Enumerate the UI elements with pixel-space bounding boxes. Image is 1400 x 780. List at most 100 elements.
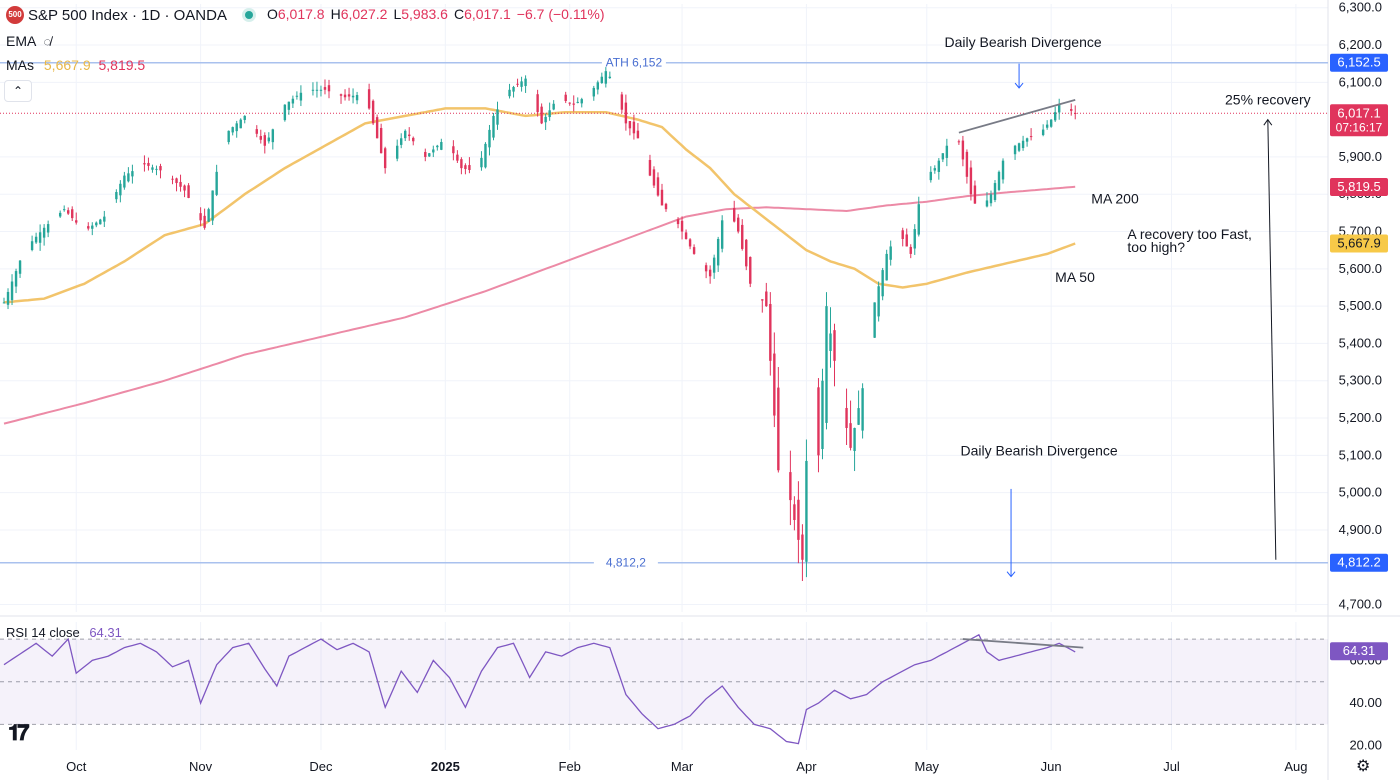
- candle-body: [1013, 145, 1017, 155]
- ma50-line: [3, 107, 1076, 304]
- ohlc-value: 5,983.6: [401, 6, 448, 22]
- price-badges: 6,152.5 6,017.107:16:17 5,819.5 5,667.9 4,81…: [1330, 53, 1388, 661]
- price-badge: [1330, 53, 1388, 72]
- candle-body: [720, 220, 724, 249]
- eye-hidden-icon[interactable]: ◌̸: [43, 34, 52, 49]
- rsi-badge-value: 64.31: [1343, 643, 1376, 658]
- ohlc-value: 6,017.8: [277, 6, 325, 22]
- candle-body: [965, 151, 969, 177]
- candle-body: [255, 129, 258, 134]
- candle-body: [548, 110, 551, 118]
- candle-body: [592, 87, 595, 97]
- time-tick-label: Jun: [1041, 759, 1062, 774]
- candle-body: [576, 101, 579, 103]
- candle-body: [544, 116, 547, 123]
- price-badge: [1330, 553, 1388, 572]
- candle-body: [159, 166, 162, 171]
- ma200-label: MA 200: [1091, 191, 1139, 207]
- candle-body: [929, 171, 933, 181]
- candle-body: [75, 220, 78, 223]
- candle-body: [520, 81, 523, 87]
- ma200-path: [3, 185, 1076, 425]
- candle-body: [203, 215, 206, 228]
- candle-body: [1045, 124, 1049, 128]
- candle-body: [395, 145, 399, 159]
- candle-body: [608, 76, 612, 79]
- level-label-bg: [593, 554, 658, 571]
- price-badge-value: 5,667.9: [1337, 236, 1380, 251]
- ohlc-value: 6,017.1: [464, 6, 511, 22]
- gear-icon[interactable]: ⚙: [1356, 758, 1371, 775]
- price-badge-value: 6,017.1: [1337, 105, 1380, 120]
- ohlc-label: H: [330, 6, 341, 22]
- time-tick-label: Mar: [671, 759, 694, 774]
- candle-body: [319, 89, 323, 91]
- candle-body: [516, 83, 519, 85]
- candle-body: [524, 78, 527, 87]
- candle-body: [676, 219, 680, 225]
- ma200-value: 5,819.5: [98, 57, 146, 73]
- candle-body: [183, 185, 186, 191]
- candle-body: [67, 210, 70, 214]
- candle-body: [408, 134, 411, 137]
- ma50-value: 5,667.9: [43, 57, 91, 73]
- candle-body: [580, 99, 583, 104]
- price-tick-label: 6,100.0: [1339, 74, 1382, 89]
- symbol-badge[interactable]: 500: [6, 6, 24, 25]
- candle-body: [460, 159, 463, 169]
- candle-body: [10, 281, 14, 301]
- candle-body: [652, 169, 656, 186]
- candle-body: [271, 129, 275, 143]
- candle-body: [604, 71, 608, 84]
- candle-body: [87, 226, 90, 229]
- candle-body: [412, 137, 415, 142]
- candle-body: [456, 154, 459, 161]
- candle-body: [989, 194, 993, 204]
- candle-body: [648, 159, 652, 176]
- candle-body: [404, 130, 407, 139]
- candle-body: [295, 95, 299, 97]
- level-label: 4,812,2: [606, 556, 646, 570]
- time-tick-label: 2025: [431, 759, 460, 774]
- candle-body: [692, 247, 696, 254]
- rsi-line: [3, 633, 1076, 745]
- candle-body: [933, 168, 937, 171]
- candle-body: [351, 95, 355, 98]
- candle-body: [6, 291, 10, 305]
- mas-label: MAs: [6, 57, 34, 73]
- rsi-value: 64.31: [89, 625, 122, 640]
- price-tick-label: 6,200.0: [1339, 37, 1382, 52]
- mas-legend[interactable]: MAs 5,667.9 5,819.5: [6, 57, 145, 73]
- candle-body: [1074, 112, 1077, 114]
- candle-body: [564, 94, 567, 101]
- ohlc-label: L: [393, 6, 402, 22]
- candle-body: [496, 109, 499, 125]
- candle-body: [1057, 104, 1061, 113]
- candle-body: [1070, 109, 1073, 111]
- candle-body: [227, 130, 230, 143]
- candle-body: [147, 162, 150, 166]
- candle-body: [1041, 129, 1045, 136]
- candle-body: [941, 153, 945, 160]
- candle-body: [624, 102, 628, 124]
- ohlc-values: O6,017.8 H6,027.2 L5,983.6 C6,017.1 −6.7 (−0…: [267, 6, 605, 22]
- ema-label: EMA: [6, 33, 36, 49]
- candle-body: [239, 119, 242, 129]
- candle-body: [424, 151, 427, 157]
- tradingview-logo-icon[interactable]: 𝟏𝟕: [8, 720, 30, 745]
- candle-body: [737, 217, 740, 232]
- candle-body: [985, 200, 989, 207]
- candle-body: [620, 94, 624, 110]
- rsi-legend[interactable]: RSI 14 close 64.31: [6, 625, 122, 640]
- symbol-title[interactable]: S&P 500 Index · 1D · OANDA: [28, 6, 227, 24]
- price-change: −6.7 (−0.11%): [516, 6, 605, 22]
- candle-body: [436, 145, 439, 148]
- time-tick-label: Oct: [66, 759, 87, 774]
- ema-legend[interactable]: EMA ◌̸: [6, 33, 51, 49]
- candle-body: [211, 190, 214, 221]
- candle-body: [367, 89, 371, 109]
- candle-body: [103, 216, 106, 222]
- collapse-legend-button[interactable]: ⌃: [4, 80, 32, 102]
